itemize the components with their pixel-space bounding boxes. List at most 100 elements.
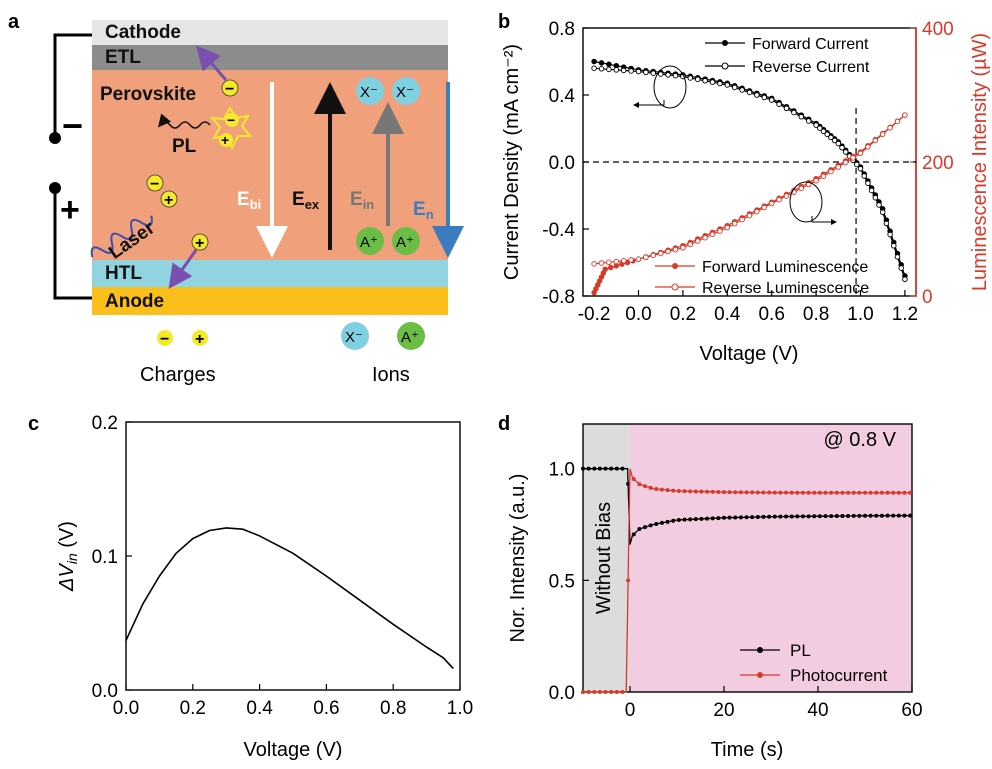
panel-d-x-axis-label: Time (s) xyxy=(711,739,784,761)
panel-c-x-tick-label: 0.4 xyxy=(246,698,273,719)
panel-d-x-tick-label: 20 xyxy=(713,700,734,721)
panel-c-x-axis-label: Voltage (V) xyxy=(244,739,343,761)
panel-d-series-1-point xyxy=(693,489,698,494)
panel-b-series-1-point xyxy=(835,140,842,147)
panel-b-series-3-point xyxy=(657,250,664,257)
panel-b-series-1-point xyxy=(768,97,775,103)
terminal-negative xyxy=(49,132,61,144)
panel-c-y-axis-label: ΔVin (V) xyxy=(56,521,80,592)
panel-b-series-0-point xyxy=(606,61,612,68)
panel-d-series-1-point xyxy=(778,490,783,495)
panel-b-series-1-point xyxy=(746,89,753,96)
panel-d-series-0-point xyxy=(784,514,789,519)
panel-d-series-0-point xyxy=(800,514,805,519)
panel-d-series-1-point xyxy=(891,490,896,495)
legend-pl: PL xyxy=(790,641,811,660)
etl-layer xyxy=(92,45,448,70)
panel-b-series-1-point xyxy=(791,109,797,116)
panel-d-series-1-point xyxy=(857,490,862,495)
panel-d-series-1-point xyxy=(879,490,884,495)
panel-d-series-0-point xyxy=(857,513,862,518)
legend-reverse-current: Reverse Current xyxy=(752,59,870,76)
panel-d-series-0-point xyxy=(688,517,693,522)
panel-b-series-3-point xyxy=(620,257,627,264)
panel-d-series-0-point xyxy=(908,513,913,518)
panel-d-series-0-point xyxy=(778,514,783,519)
cation-1-label: A⁺ xyxy=(360,234,378,251)
legend-charge-minus-sign: − xyxy=(160,331,169,348)
panel-d-series-1-point xyxy=(789,490,794,495)
legend-forward-current: Forward Current xyxy=(752,36,869,53)
panel-b-series-1-point xyxy=(872,194,879,201)
panel-b: b -0.2 0.0 0.2 0.4 0.6 0.8 1.0 1.2 -0.8 -0.4 0.0 0.… xyxy=(498,11,991,365)
panel-d-series-1-point xyxy=(772,490,777,495)
recombination-star xyxy=(209,105,253,151)
panel-d-series-0-point xyxy=(682,517,687,522)
current-axis-pointer-ellipse xyxy=(653,65,687,109)
panel-b-series-1-point xyxy=(665,72,671,78)
charge-plus-bottom xyxy=(191,233,209,251)
legend-reverse-luminescence: Reverse Luminescence xyxy=(702,280,869,297)
laser-wave xyxy=(90,215,153,258)
panel-d-series-0-point xyxy=(631,532,636,537)
panel-d-series-0-point xyxy=(817,514,822,519)
ein-label: Ein xyxy=(350,189,374,212)
panel-d-series-1-point xyxy=(840,490,845,495)
panel-c-x-tick-label: 0.6 xyxy=(313,698,339,719)
panel-b-series-1-point xyxy=(783,105,790,112)
panel-d-series-1-point xyxy=(761,490,766,495)
panel-b-series-3-point xyxy=(820,173,827,179)
panel-d-series-1-point xyxy=(817,490,822,495)
panel-b-series-3-point xyxy=(798,185,805,192)
panel-d-annotation: @ 0.8 V xyxy=(823,429,896,451)
panel-d-series-1-point xyxy=(688,489,693,494)
panel-d-series-0-point xyxy=(597,466,602,471)
panel-d-series-0-point xyxy=(637,526,642,531)
panel-b-series-3-point xyxy=(650,252,657,259)
panel-b-series-3-point xyxy=(835,164,842,170)
panel-d-series-0-point xyxy=(710,516,715,521)
htl-label: HTL xyxy=(105,263,142,284)
panel-b-series-1-point xyxy=(598,66,605,72)
panel-b-series-1-point xyxy=(739,87,745,93)
panel-b-series-3-point xyxy=(842,159,849,166)
panel-d-series-0-point xyxy=(846,513,851,518)
panel-b-series-1-point xyxy=(687,75,694,81)
panel-d-series-1-point xyxy=(609,690,614,694)
panel-b-series-1-point xyxy=(828,134,834,141)
panel-d-series-1-point xyxy=(767,490,772,495)
panel-d-series-1-point xyxy=(885,490,890,495)
panel-d-series-0-point xyxy=(643,525,648,530)
panel-d-legend: PL Photocurrent xyxy=(740,641,888,685)
luminescence-axis-pointer-arrow xyxy=(811,216,837,225)
panel-d-series-1-point xyxy=(581,690,585,694)
panel-b-series-1-point xyxy=(820,128,827,135)
ebi-label: Ebi xyxy=(237,189,261,212)
panel-d-series-1-point xyxy=(631,476,636,481)
panel-d-series-0-point xyxy=(840,514,845,519)
panel-b-series-1-point xyxy=(694,76,701,83)
legend-photocurrent: Photocurrent xyxy=(790,666,888,685)
luminescence-axis-pointer-ellipse xyxy=(789,181,823,223)
panel-d-series-0-point xyxy=(665,519,670,524)
legend-anion xyxy=(341,322,369,350)
panel-b-series-3-point xyxy=(643,254,649,261)
en-label: En xyxy=(413,199,434,222)
bias-plus-sign: + xyxy=(60,191,80,229)
panel-a: a − + Cathode ETL Perovskite HTL Anode −… xyxy=(8,11,464,386)
panel-d-series-1-point xyxy=(592,690,597,694)
panel-b-series-3-point xyxy=(598,260,605,266)
panel-d-series-0-point xyxy=(885,513,890,518)
panel-d-series-1-point xyxy=(896,490,901,495)
panel-d: d 0 20 40 600.00.51.0 @ 0.8 V Without Bias … xyxy=(498,413,923,761)
panel-b-series-3-point xyxy=(680,245,686,251)
legend-charge-plus-sign: + xyxy=(195,331,204,348)
legend-charges-label: Charges xyxy=(140,364,216,386)
panel-b-series-3-point xyxy=(754,208,760,215)
panel-d-series-0-point xyxy=(592,466,597,471)
panel-d-series-1-point xyxy=(710,489,715,494)
panel-b-series-1-point xyxy=(898,265,904,271)
panel-d-series-0-point xyxy=(586,466,591,471)
panel-d-series-0-point xyxy=(614,466,619,471)
panel-d-series-1-point xyxy=(705,489,710,494)
